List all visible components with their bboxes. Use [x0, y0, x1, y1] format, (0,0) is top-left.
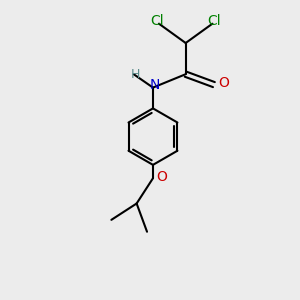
Text: Cl: Cl [207, 14, 221, 28]
Text: Cl: Cl [151, 14, 164, 28]
Text: N: N [149, 78, 160, 92]
Text: O: O [156, 170, 167, 184]
Text: O: O [218, 76, 229, 90]
Text: H: H [130, 68, 140, 81]
